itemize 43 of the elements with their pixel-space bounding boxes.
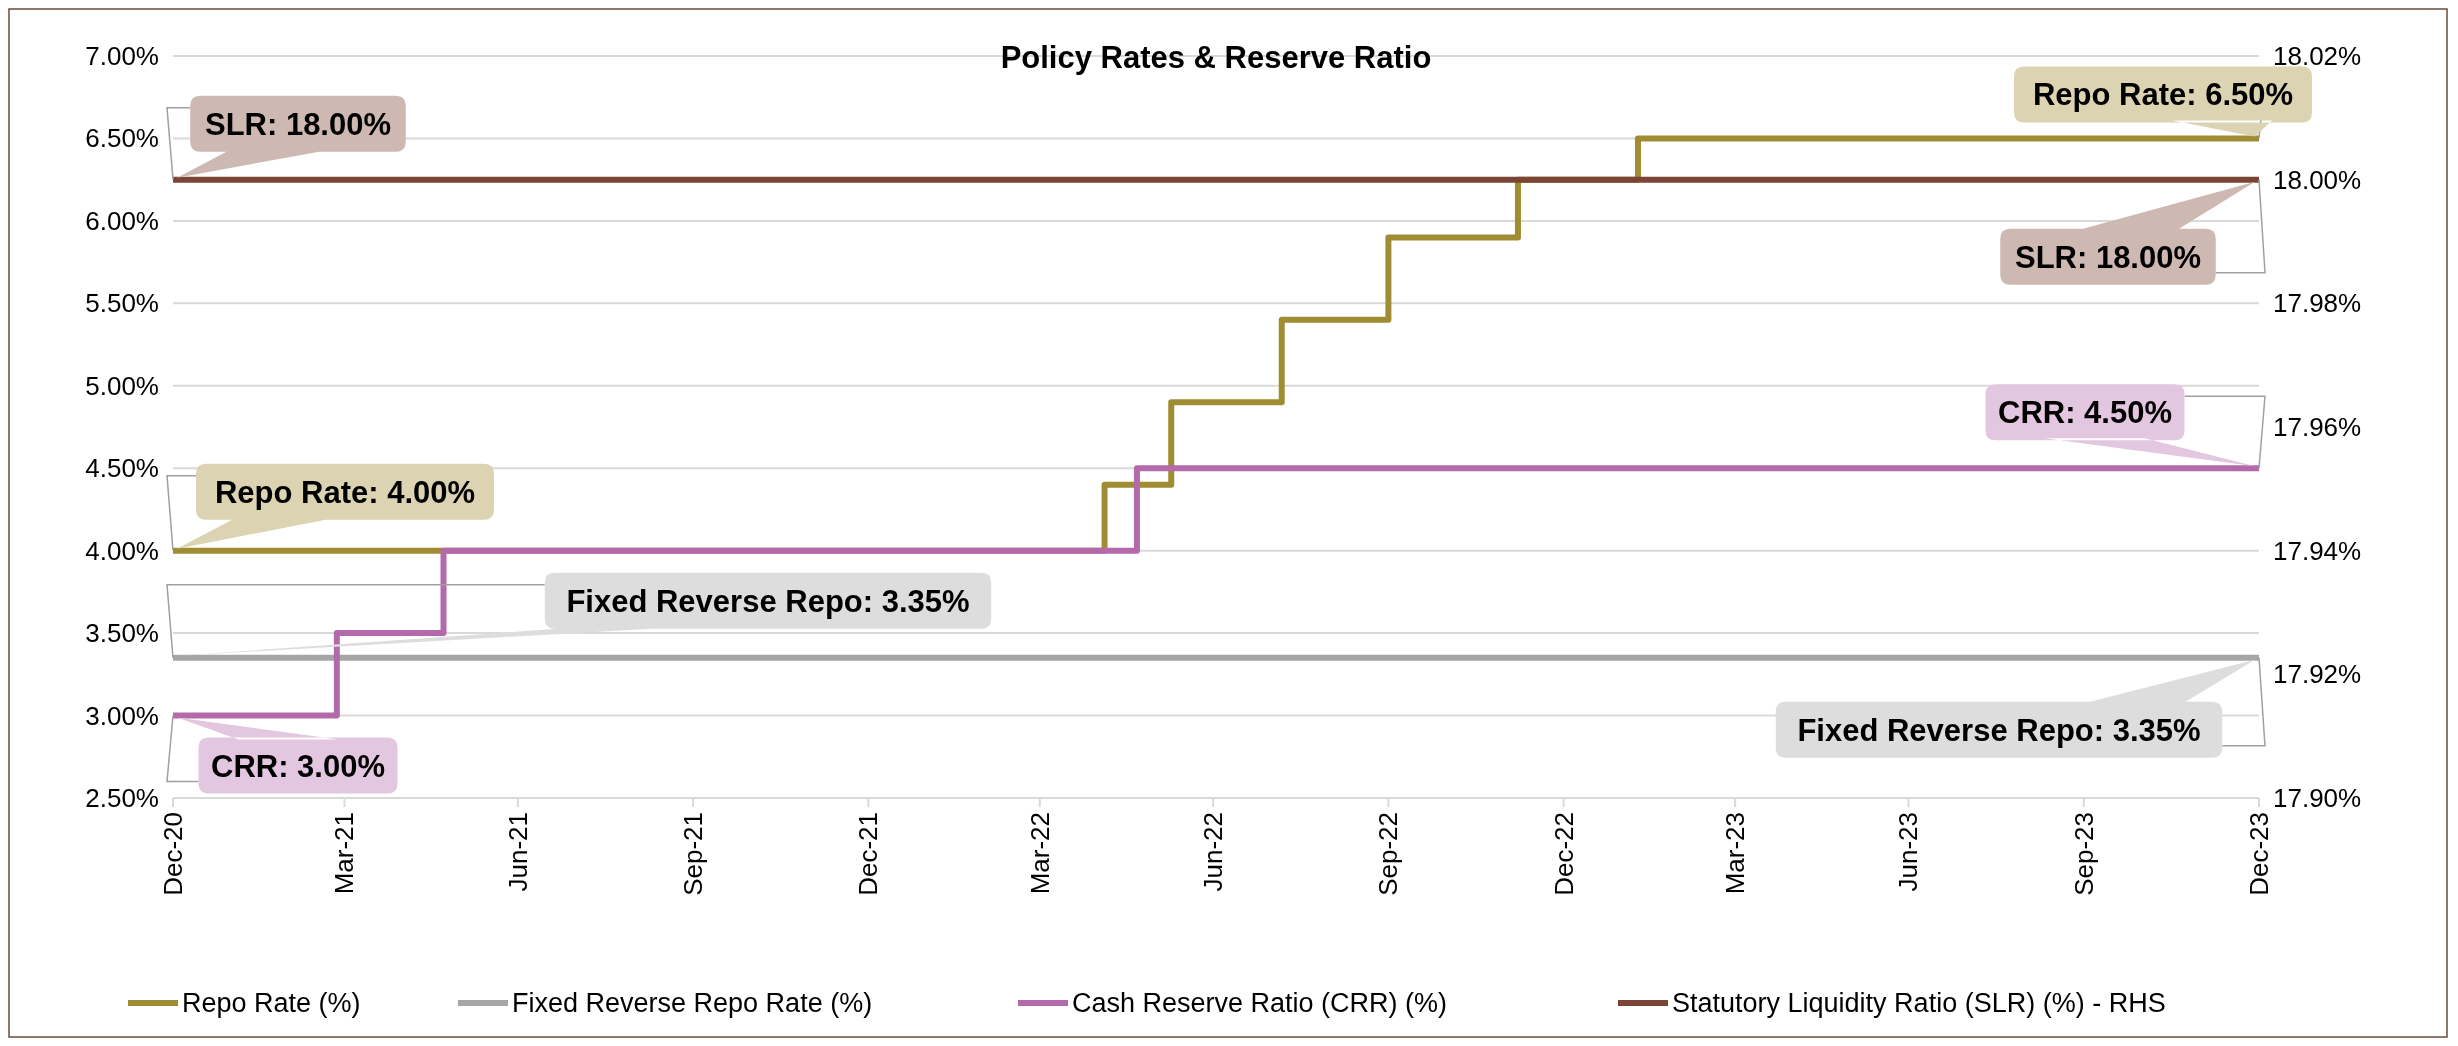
y2-tick-label: 17.94% — [2273, 535, 2362, 566]
y2-tick-label: 17.96% — [2273, 412, 2362, 442]
y-tick-label: 7.00% — [85, 41, 159, 71]
y2-tick-label: 18.02% — [2273, 41, 2362, 71]
annotation: CRR: 4.50% — [1998, 395, 2172, 431]
x-tick-label: Jun-23 — [1893, 812, 1924, 892]
x-tick-label: Mar-23 — [1720, 812, 1751, 895]
y-tick-label: 3.50% — [85, 618, 159, 649]
y2-tick-label: 17.92% — [2273, 659, 2362, 690]
y2-tick-label: 17.98% — [2273, 288, 2362, 319]
x-tick-label: Mar-22 — [1024, 812, 1055, 895]
annotation: Repo Rate: 4.00% — [214, 474, 476, 510]
chart-title: Policy Rates & Reserve Ratio — [1000, 40, 1432, 75]
x-tick-label: Jun-21 — [502, 812, 533, 892]
y2-tick-label: 17.90% — [2273, 783, 2362, 813]
legend-label: Fixed Reverse Repo Rate (%) — [512, 988, 873, 1018]
y-tick-label: 5.50% — [85, 288, 159, 319]
y-tick-label: 2.50% — [85, 783, 159, 813]
legend-label: Statutory Liquidity Ratio (SLR) (%) - RHS — [1672, 988, 2166, 1018]
y-tick-label: 3.00% — [85, 700, 159, 731]
x-tick-label: Sep-21 — [678, 812, 709, 896]
annotation: CRR: 3.00% — [211, 748, 385, 784]
annotation: Fixed Reverse Repo: 3.35% — [566, 583, 970, 619]
y-tick-label: 4.50% — [85, 453, 159, 484]
x-tick-label: Sep-22 — [1373, 812, 1404, 896]
legend-label: Repo Rate (%) — [182, 988, 361, 1018]
x-tick-label: Mar-21 — [329, 812, 360, 895]
x-tick-label: Dec-22 — [1548, 812, 1579, 896]
y-tick-label: 5.00% — [85, 370, 159, 401]
annotation: SLR: 18.00% — [2014, 239, 2202, 275]
x-tick-label: Dec-20 — [158, 812, 188, 896]
annotation: SLR: 18.00% — [204, 106, 392, 142]
annotation: Repo Rate: 6.50% — [2032, 77, 2294, 113]
y-tick-label: 4.00% — [85, 535, 159, 566]
y-tick-label: 6.00% — [85, 205, 159, 236]
y-tick-label: 6.50% — [85, 123, 159, 154]
x-tick-label: Sep-23 — [2068, 812, 2099, 896]
x-tick-label: Jun-22 — [1198, 812, 1229, 892]
y2-tick-label: 18.00% — [2273, 164, 2362, 195]
x-tick-label: Dec-23 — [2244, 812, 2274, 896]
x-tick-label: Dec-21 — [853, 812, 884, 896]
legend-label: Cash Reserve Ratio (CRR) (%) — [1072, 988, 1448, 1018]
annotation: Fixed Reverse Repo: 3.35% — [1797, 712, 2201, 748]
